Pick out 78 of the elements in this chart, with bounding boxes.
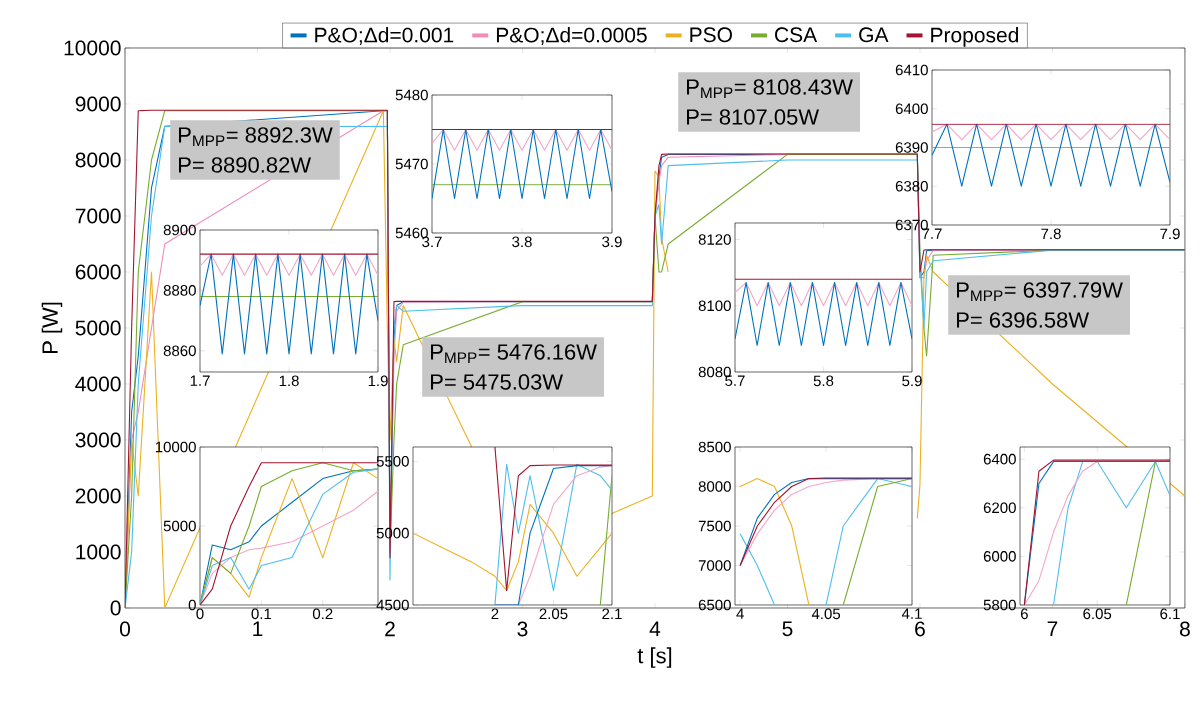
y-tick-label: 8500 xyxy=(698,441,731,453)
y-tick-label: 1000 xyxy=(76,544,121,560)
y-tick-label: 5800 xyxy=(983,599,1016,611)
x-tick-label: 3 xyxy=(517,621,528,637)
y-tick-label: 9000 xyxy=(75,96,121,112)
legend-label: P&O;Δd=0.001 xyxy=(315,27,454,45)
annotation: P= 8107.05W xyxy=(687,109,820,125)
y-tick-label: 6410 xyxy=(895,64,928,76)
x-tick-label: 2.05 xyxy=(539,608,568,620)
y-tick-label: 8120 xyxy=(698,234,731,245)
y-tick-label: 8860 xyxy=(163,345,196,357)
annotation: P$_{MPP}$= 8108.43W xyxy=(687,79,853,98)
x-axis-title: t [s] xyxy=(637,647,672,668)
annotation: P= 5475.03W xyxy=(431,374,564,390)
x-tick-label: 7 xyxy=(1047,621,1058,636)
y-tick-label: 0 xyxy=(188,599,196,611)
y-tick-label: 8000 xyxy=(698,481,731,492)
y-tick-label: 4500 xyxy=(376,599,409,611)
y-tick-label: 10000 xyxy=(64,40,121,56)
y-tick-label: 5000 xyxy=(75,320,121,336)
y-tick-label: 6500 xyxy=(698,599,731,611)
y-tick-label: 8000 xyxy=(75,152,121,168)
x-tick-label: 4 xyxy=(649,621,661,636)
x-tick-label: 7.8 xyxy=(1041,228,1061,240)
x-tick-label: 6 xyxy=(1020,608,1028,620)
y-tick-label: 5470 xyxy=(395,158,428,170)
x-tick-label: 2 xyxy=(491,608,499,619)
y-tick-label: 7000 xyxy=(698,560,731,571)
x-tick-label: 8 xyxy=(1180,621,1190,637)
legend-label: PSO xyxy=(690,27,732,43)
x-tick-label: 0 xyxy=(119,621,131,637)
y-tick-label: 5480 xyxy=(395,89,428,101)
y-tick-label: 6400 xyxy=(895,103,928,115)
x-tick-label: 3.8 xyxy=(512,236,532,248)
y-tick-label: 5000 xyxy=(163,520,196,532)
x-tick-label: 1 xyxy=(253,621,263,636)
legend-label: GA xyxy=(859,27,889,43)
legend-label: P&O;Δd=0.0005 xyxy=(496,27,647,45)
x-tick-label: 1.7 xyxy=(190,375,210,386)
y-tick-label: 7500 xyxy=(698,520,731,532)
x-tick-label: 6.05 xyxy=(1083,608,1112,620)
x-tick-label: 5 xyxy=(782,621,793,637)
x-tick-label: 3.9 xyxy=(602,236,622,248)
annotation: P= 6396.58W xyxy=(957,312,1090,328)
x-tick-label: 6 xyxy=(915,621,925,637)
x-tick-label: 7.9 xyxy=(1160,228,1180,240)
legend-label: CSA xyxy=(775,27,818,43)
x-tick-label: 0.2 xyxy=(312,608,333,620)
y-tick-label: 8100 xyxy=(698,300,731,312)
y-tick-label: 7000 xyxy=(75,208,121,224)
y-axis-title: P [W] xyxy=(41,302,63,354)
annotation: P$_{MPP}$= 5476.16W xyxy=(431,344,597,363)
x-tick-label: 4.1 xyxy=(901,608,922,619)
x-tick-label: 2 xyxy=(385,621,395,637)
x-tick-label: 0.1 xyxy=(251,608,272,620)
y-tick-label: 8900 xyxy=(163,224,196,236)
y-tick-label: 6000 xyxy=(983,551,1016,562)
x-tick-label: 6.1 xyxy=(1160,608,1180,620)
x-tick-label: 1.8 xyxy=(279,375,299,387)
y-tick-label: 6390 xyxy=(895,142,928,153)
x-tick-label: 1.9 xyxy=(368,375,388,387)
annotation: P= 8890.82W xyxy=(179,157,312,173)
annotation: P$_{MPP}$= 8892.3W xyxy=(179,127,333,146)
annotation: P$_{MPP}$= 6397.79W xyxy=(957,282,1123,301)
x-tick-label: 4.05 xyxy=(811,608,841,620)
x-tick-label: 2.1 xyxy=(602,608,622,619)
y-tick-label: 6400 xyxy=(983,453,1016,465)
x-tick-label: 5.8 xyxy=(813,375,834,387)
x-tick-label: 0 xyxy=(196,608,204,620)
legend-label: Proposed xyxy=(931,27,1019,47)
y-tick-label: 6000 xyxy=(75,264,121,280)
y-tick-label: 6200 xyxy=(983,502,1016,514)
y-tick-label: 3000 xyxy=(75,432,121,448)
x-tick-label: 5.9 xyxy=(902,375,922,387)
y-tick-label: 2000 xyxy=(75,488,121,504)
y-tick-label: 4000 xyxy=(75,376,121,392)
x-tick-label: 4 xyxy=(736,608,744,619)
y-tick-label: 8880 xyxy=(163,285,196,296)
